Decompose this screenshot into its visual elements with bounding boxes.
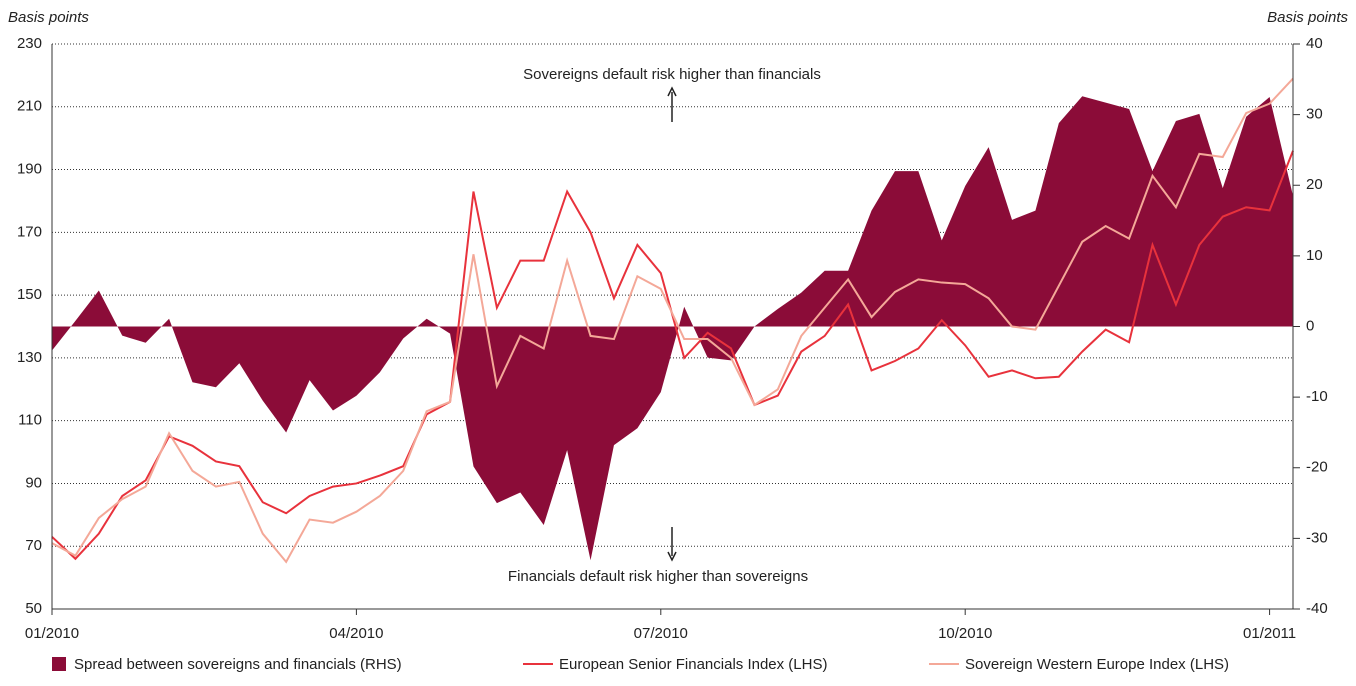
arrow (667, 86, 677, 122)
legend-label: Spread between sovereigns and financials… (74, 656, 402, 673)
y-tick-label: 110 (18, 412, 42, 429)
y2-tick-label: -40 (1306, 600, 1328, 617)
y2-tick-label: 30 (1306, 106, 1323, 123)
y2-tick-label: -10 (1306, 388, 1328, 405)
y2-tick-label: -20 (1306, 459, 1328, 476)
x-tick-label: 04/2010 (329, 625, 383, 642)
x-tick-label: 01/2011 (1243, 625, 1296, 642)
y-tick-label: 190 (17, 161, 42, 178)
y2-tick-label: 0 (1306, 317, 1314, 334)
y2-axis-label: Basis points (1267, 9, 1348, 26)
y-tick-label: 170 (17, 223, 42, 240)
y2-tick-label: -30 (1306, 529, 1328, 546)
line (51, 77, 1294, 564)
y-tick-label: 90 (25, 474, 42, 491)
x-tick-label: 10/2010 (938, 625, 992, 642)
y-tick-label: 130 (17, 349, 42, 366)
y-tick-label: 70 (25, 537, 42, 554)
legend-label: European Senior Financials Index (LHS) (559, 656, 827, 673)
arrow (667, 527, 677, 562)
area (52, 96, 1293, 561)
y-tick-label: 210 (17, 98, 42, 115)
y2-tick-label: 10 (1306, 247, 1323, 264)
legend-swatch (52, 657, 66, 671)
x-tick-label: 01/2010 (25, 625, 79, 642)
legend-label: Sovereign Western Europe Index (LHS) (965, 656, 1229, 673)
y-tick-label: 150 (17, 286, 42, 303)
annotation: Financials default risk higher than sove… (508, 568, 808, 585)
x-tick-label: 07/2010 (634, 625, 688, 642)
y2-tick-label: 40 (1306, 35, 1323, 52)
y2-tick-label: 20 (1306, 176, 1323, 193)
y-tick-label: 50 (25, 600, 42, 617)
y-axis-label: Basis points (8, 9, 89, 26)
annotation: Sovereigns default risk higher than fina… (523, 66, 821, 83)
y-tick-label: 230 (17, 35, 42, 52)
